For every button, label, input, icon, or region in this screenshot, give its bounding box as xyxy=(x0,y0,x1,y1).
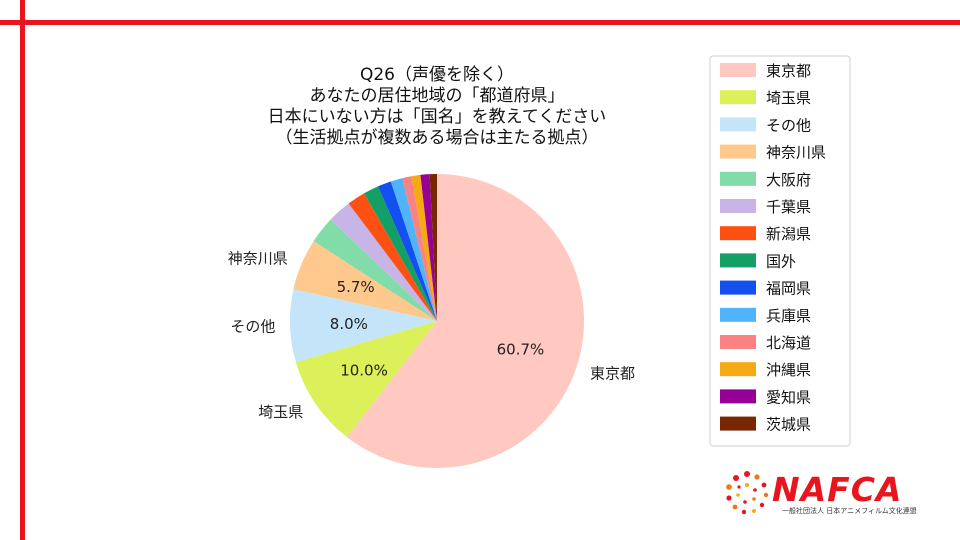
pie-slice-3 xyxy=(290,289,437,363)
pie-slice-8 xyxy=(363,186,437,321)
legend-label-7: 新潟県 xyxy=(766,225,811,243)
frame-top-bar xyxy=(0,20,960,25)
pie-outer-label-3: その他 xyxy=(230,317,275,335)
legend-label-10: 兵庫県 xyxy=(766,307,811,325)
chart-title: Q26（声優を除く） あなたの居住地域の「都道府県」 日本にいない方は「国名」を… xyxy=(268,65,607,148)
legend-swatch-9 xyxy=(720,280,756,295)
pie-slice-9 xyxy=(377,181,437,321)
pie-percent-label-4: 5.7% xyxy=(337,278,375,296)
legend-swatch-1 xyxy=(720,63,756,77)
logo-subtitle: 一般社団法人 日本アニメフィルム文化連盟 xyxy=(782,507,917,515)
legend-swatch-13 xyxy=(720,389,756,404)
pie-percent-label-3: 8.0% xyxy=(330,315,368,333)
pie-slice-11 xyxy=(402,176,437,321)
pie-percent-labels: 60.7% 10.0% 8.0% 5.7% xyxy=(330,278,544,380)
legend-label-8: 国外 xyxy=(766,252,796,270)
legend-label-14: 茨城県 xyxy=(766,416,811,434)
legend-label-3: その他 xyxy=(766,116,811,134)
legend-label-11: 北海道 xyxy=(766,334,811,352)
frame-left-bar xyxy=(20,0,25,540)
pie-outer-label-4: 神奈川県 xyxy=(228,250,288,268)
pie-percent-label-1: 60.7% xyxy=(497,341,545,359)
pie-outer-label-1: 東京都 xyxy=(590,364,635,382)
pie-slice-2 xyxy=(295,321,437,438)
pie-slice-1 xyxy=(346,174,585,468)
legend-swatch-6 xyxy=(720,199,756,213)
chart-title-line-2: あなたの居住地域の「都道府県」 xyxy=(310,86,565,106)
pie-percent-label-2: 10.0% xyxy=(340,362,388,380)
pie-outer-label-2: 埼玉県 xyxy=(258,403,303,421)
legend-swatch-11 xyxy=(720,335,756,349)
chart-title-line-3: 日本にいない方は「国名」を教えてください xyxy=(268,107,607,127)
legend-swatch-12 xyxy=(720,362,756,377)
logo-word: NAFCA xyxy=(772,470,903,509)
legend-label-9: 福岡県 xyxy=(766,280,811,298)
pie-slice-14 xyxy=(429,174,437,321)
pie-slice-13 xyxy=(420,174,437,321)
legend-label-5: 大阪府 xyxy=(766,171,811,189)
legend-swatch-8 xyxy=(720,253,756,268)
legend-label-2: 埼玉県 xyxy=(766,89,811,107)
legend-swatch-4 xyxy=(720,144,756,159)
legend-swatch-14 xyxy=(720,416,756,431)
legend: 東京都埼玉県その他神奈川県大阪府千葉県新潟県国外福岡県兵庫県北海道沖縄県愛知県茨… xyxy=(709,55,851,447)
logo-mark-icon xyxy=(726,471,769,515)
pie-slice-12 xyxy=(411,174,437,321)
legend-label-4: 神奈川県 xyxy=(766,144,826,162)
pie-slice-4 xyxy=(293,241,437,321)
legend-swatch-2 xyxy=(720,90,756,105)
chart-title-line-4: （生活拠点が複数ある場合は主たる拠点） xyxy=(276,128,599,148)
pie-slice-6 xyxy=(330,203,437,321)
legend-swatch-10 xyxy=(720,307,756,322)
legend-label-6: 千葉県 xyxy=(766,198,811,216)
pie-slice-10 xyxy=(390,178,437,321)
pie-slices xyxy=(290,174,585,468)
chart-title-line-1: Q26（声優を除く） xyxy=(360,65,514,85)
legend-swatch-5 xyxy=(720,171,756,186)
nafca-logo: NAFCA 一般社団法人 日本アニメフィルム文化連盟 xyxy=(722,468,927,520)
legend-label-13: 愛知県 xyxy=(766,388,811,406)
pie-slice-7 xyxy=(348,193,437,321)
pie-slice-5 xyxy=(313,219,437,321)
legend-swatch-7 xyxy=(720,226,756,241)
legend-label-1: 東京都 xyxy=(766,62,811,80)
legend-swatch-3 xyxy=(720,117,756,132)
legend-label-12: 沖縄県 xyxy=(766,361,811,379)
